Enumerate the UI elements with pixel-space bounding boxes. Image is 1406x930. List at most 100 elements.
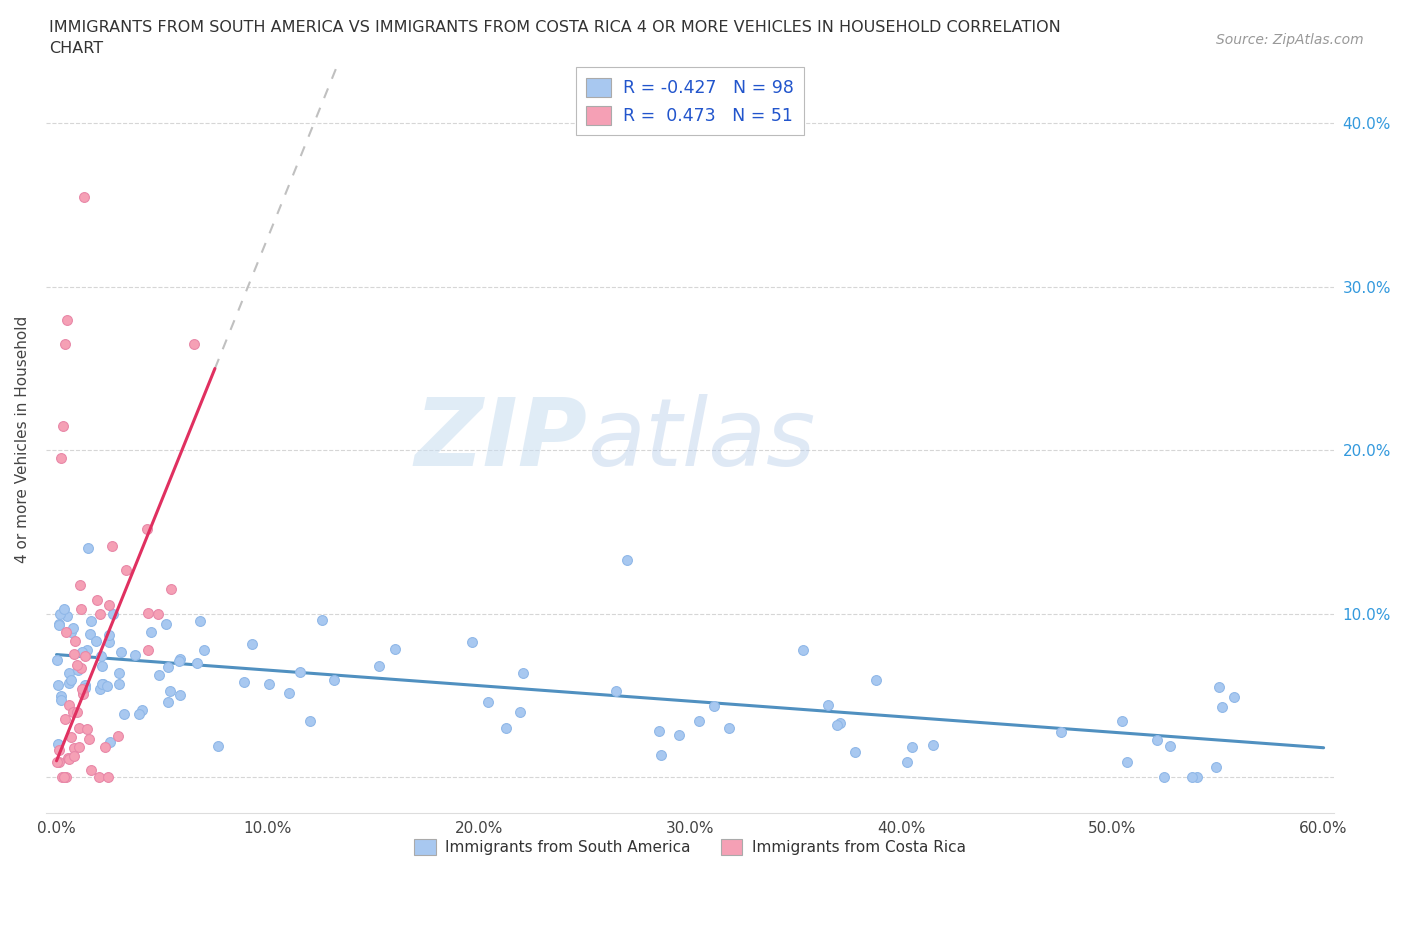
Point — [299, 714, 322, 729]
Point — [58, 666, 80, 681]
Point — [240, 636, 263, 651]
Point — [278, 685, 301, 700]
Point — [72, 685, 94, 700]
Point — [1159, 739, 1181, 754]
Point — [101, 606, 124, 621]
Point — [616, 552, 638, 567]
Point — [56, 312, 79, 327]
Point — [76, 643, 98, 658]
Point — [114, 563, 136, 578]
Point — [98, 735, 121, 750]
Text: IMMIGRANTS FROM SOUTH AMERICA VS IMMIGRANTS FROM COSTA RICA 4 OR MORE VEHICLES I: IMMIGRANTS FROM SOUTH AMERICA VS IMMIGRA… — [49, 20, 1062, 35]
Point — [84, 633, 107, 648]
Point — [66, 662, 89, 677]
Point — [1211, 699, 1233, 714]
Point — [98, 598, 121, 613]
Point — [186, 656, 208, 671]
Point — [48, 617, 70, 631]
Point — [86, 592, 108, 607]
Point — [87, 770, 110, 785]
Point — [128, 707, 150, 722]
Point — [827, 717, 849, 732]
Point — [257, 676, 280, 691]
Point — [159, 683, 181, 698]
Point — [56, 609, 79, 624]
Point — [76, 541, 98, 556]
Point — [901, 739, 924, 754]
Point — [59, 730, 82, 745]
Point — [368, 658, 391, 673]
Point — [48, 607, 70, 622]
Point — [73, 678, 96, 693]
Point — [1116, 754, 1139, 769]
Point — [60, 624, 83, 639]
Point — [48, 618, 70, 632]
Text: ZIP: ZIP — [415, 393, 588, 485]
Point — [169, 651, 191, 666]
Point — [76, 722, 98, 737]
Y-axis label: 4 or more Vehicles in Household: 4 or more Vehicles in Household — [15, 316, 30, 564]
Point — [156, 659, 179, 674]
Point — [167, 654, 190, 669]
Point — [48, 742, 70, 757]
Point — [91, 676, 114, 691]
Text: Source: ZipAtlas.com: Source: ZipAtlas.com — [1216, 33, 1364, 46]
Point — [108, 676, 131, 691]
Point — [98, 634, 121, 649]
Point — [52, 601, 75, 616]
Point — [55, 624, 77, 639]
Point — [605, 683, 627, 698]
Point — [668, 727, 690, 742]
Point — [77, 732, 100, 747]
Point — [136, 605, 159, 620]
Point — [46, 754, 69, 769]
Point — [46, 737, 69, 751]
Point — [1205, 759, 1227, 774]
Point — [49, 692, 72, 707]
Point — [148, 667, 170, 682]
Point — [188, 614, 211, 629]
Point — [62, 704, 84, 719]
Point — [67, 721, 90, 736]
Point — [73, 648, 96, 663]
Point — [135, 522, 157, 537]
Point — [53, 337, 76, 352]
Point — [384, 642, 406, 657]
Text: atlas: atlas — [588, 394, 815, 485]
Point — [1050, 724, 1073, 739]
Point — [233, 674, 256, 689]
Point — [124, 647, 146, 662]
Point — [169, 688, 191, 703]
Point — [844, 744, 866, 759]
Point — [73, 190, 96, 205]
Point — [72, 687, 94, 702]
Point — [51, 688, 73, 703]
Point — [461, 634, 484, 649]
Point — [58, 751, 80, 765]
Point — [311, 613, 333, 628]
Point — [703, 698, 725, 713]
Point — [1153, 770, 1175, 785]
Point — [155, 617, 177, 631]
Point — [139, 624, 162, 639]
Point — [55, 770, 77, 785]
Point — [63, 749, 86, 764]
Point — [75, 681, 97, 696]
Point — [107, 666, 129, 681]
Point — [58, 698, 80, 712]
Point — [53, 770, 76, 785]
Text: CHART: CHART — [49, 41, 103, 56]
Point — [477, 695, 499, 710]
Point — [183, 337, 205, 352]
Point — [110, 644, 132, 659]
Point — [107, 728, 129, 743]
Point — [1181, 770, 1204, 785]
Point — [79, 627, 101, 642]
Point — [207, 738, 229, 753]
Point — [69, 602, 91, 617]
Point — [896, 755, 918, 770]
Point — [66, 704, 89, 719]
Point — [157, 695, 180, 710]
Point — [688, 714, 710, 729]
Point — [97, 770, 120, 785]
